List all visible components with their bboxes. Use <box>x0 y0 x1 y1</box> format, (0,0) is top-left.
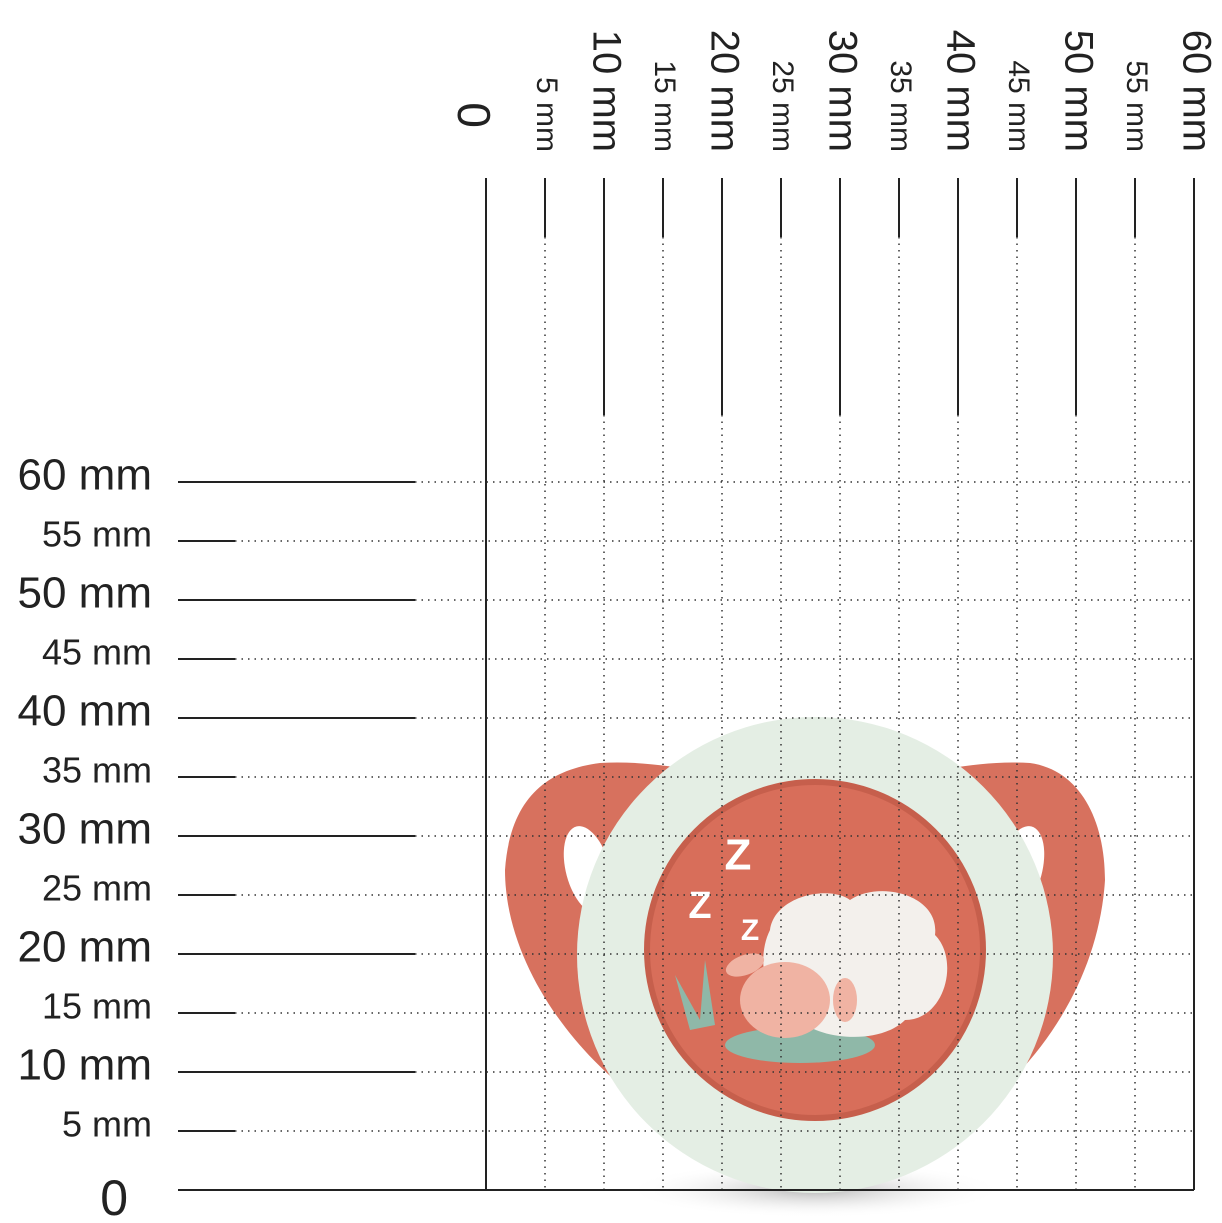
y-ruler-label: 50 mm <box>18 569 152 618</box>
y-ruler-label: 10 mm <box>18 1041 152 1090</box>
x-ruler-label: 45 mm <box>1002 60 1035 152</box>
y-ruler-label: 15 mm <box>42 986 152 1027</box>
y-ruler-label: 20 mm <box>18 923 152 972</box>
x-ruler-label: 30 mm <box>820 30 864 152</box>
x-ruler-label: 40 mm <box>938 30 982 152</box>
x-ruler-label: 15 mm <box>648 60 681 152</box>
y-ruler-label: 30 mm <box>18 805 152 854</box>
sleep-letter: Z <box>688 885 711 927</box>
x-ruler-label: 35 mm <box>884 60 917 152</box>
ruler-grid: 0 5 mm 10 mm 15 mm 20 mm 25 mm 30 mm 35 mm 40 mm… <box>18 30 1219 1223</box>
x-ruler-label: 55 mm <box>1120 60 1153 152</box>
sheep-ear <box>833 978 857 1022</box>
y-ruler-label: 55 mm <box>42 514 152 555</box>
x-ruler-label: 20 mm <box>702 30 746 152</box>
grass <box>675 960 715 1030</box>
sleep-letter: Z <box>725 831 752 880</box>
x-ruler-label: 0 <box>448 102 500 128</box>
y-ruler-label: 60 mm <box>18 451 152 500</box>
y-ruler-label: 5 mm <box>62 1104 152 1145</box>
x-ruler-label: 5 mm <box>530 77 563 152</box>
x-ruler-label: 50 mm <box>1056 30 1100 152</box>
x-ruler-label: 60 mm <box>1174 30 1218 152</box>
y-ruler-label: 45 mm <box>42 632 152 673</box>
sleep-letter: Z <box>741 914 759 947</box>
y-ruler-label: 25 mm <box>42 868 152 909</box>
pacifier-illustration <box>505 717 1105 1218</box>
x-ruler-label: 25 mm <box>766 60 799 152</box>
y-ruler-label: 40 mm <box>18 687 152 736</box>
y-ruler-label: 0 <box>100 1170 128 1223</box>
sheep-head <box>740 962 830 1038</box>
sheep-ear <box>725 953 765 977</box>
x-ruler-label: 10 mm <box>584 30 628 152</box>
y-ruler-label: 35 mm <box>42 750 152 791</box>
sleep-letters: ZZZ <box>688 831 759 947</box>
ground <box>725 1027 875 1063</box>
